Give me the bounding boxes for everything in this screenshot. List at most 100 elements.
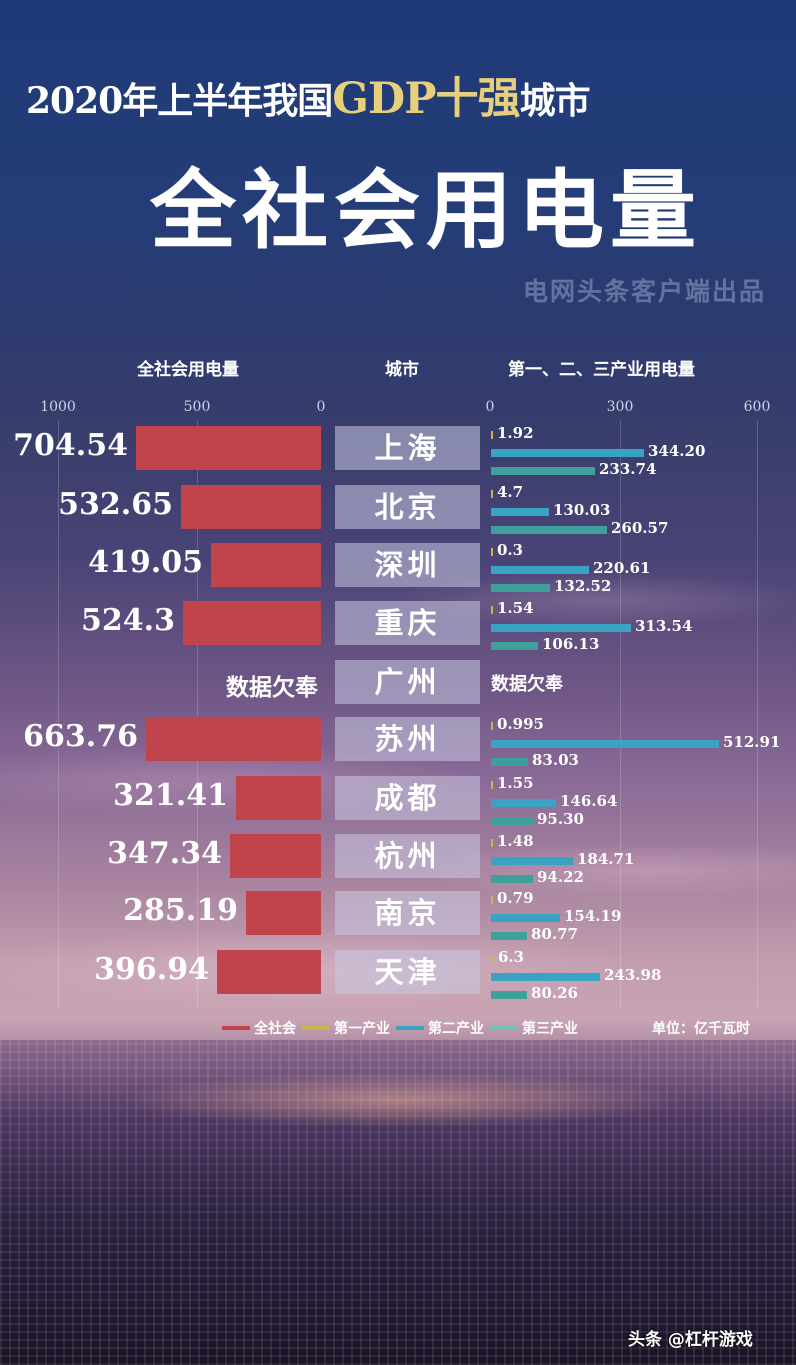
industry-value-label: 0.3 <box>497 541 524 559</box>
left-axis-tick: 1000 <box>40 399 76 415</box>
industry-value-label: 83.03 <box>532 751 579 769</box>
city-label: 上海 <box>335 426 480 470</box>
primary-industry-bar <box>491 606 493 614</box>
primary-industry-bar <box>491 431 493 439</box>
missing-data-label: 数据欠奉 <box>491 674 563 695</box>
chart-row: 321.41 成都 1.55 146.64 95.30 <box>0 774 796 828</box>
chart-row: 532.65 北京 4.7 130.03 260.57 <box>0 483 796 537</box>
chart-row: 285.19 南京 0.79 154.19 80.77 <box>0 889 796 943</box>
total-bar <box>246 891 321 935</box>
primary-industry-bar <box>491 839 493 847</box>
gridline <box>58 420 59 1010</box>
industry-value-label: 233.74 <box>599 460 657 478</box>
primary-industry-bar <box>491 896 493 904</box>
city-label: 重庆 <box>335 601 480 645</box>
source-credit: 电网头条客户端出品 <box>522 277 766 306</box>
industry-value-label: 220.61 <box>593 559 651 577</box>
total-value-label: 347.34 <box>107 836 222 871</box>
column-header-industry: 第一、二、三产业用电量 <box>508 360 695 380</box>
industry-value-label: 1.55 <box>497 774 534 792</box>
title-prefix: 2020年上半年我国 <box>26 80 333 122</box>
gridline <box>197 420 198 1010</box>
unit-label: 单位：亿千瓦时 <box>652 1021 750 1037</box>
chart-row: 数据欠奉 广州 数据欠奉 <box>0 660 796 704</box>
tertiary-industry-bar <box>491 584 550 592</box>
column-header-total: 全社会用电量 <box>137 360 239 380</box>
industry-value-label: 260.57 <box>611 519 669 537</box>
total-value-label: 524.3 <box>81 603 175 638</box>
primary-industry-bar <box>491 722 493 730</box>
legend: 全社会 第一产业 第二产业 第三产业 <box>222 1018 584 1038</box>
tertiary-industry-bar <box>491 467 595 475</box>
industry-value-label: 80.26 <box>531 984 578 1002</box>
primary-industry-bar <box>491 955 494 963</box>
chart-row: 347.34 杭州 1.48 184.71 94.22 <box>0 832 796 886</box>
watermark: 头条 @杠杆游戏 <box>628 1330 753 1350</box>
primary-industry-bar <box>491 548 493 556</box>
total-bar <box>136 426 321 470</box>
tertiary-industry-bar <box>491 642 538 650</box>
page-title: 全社会用电量 <box>150 160 702 261</box>
city-label: 天津 <box>335 950 480 994</box>
industry-value-label: 132.52 <box>554 577 612 595</box>
city-label: 成都 <box>335 776 480 820</box>
tertiary-industry-bar <box>491 817 533 825</box>
tertiary-industry-bar <box>491 758 528 766</box>
chart-row: 419.05 深圳 0.3 220.61 132.52 <box>0 541 796 595</box>
city-label: 北京 <box>335 485 480 529</box>
industry-value-label: 1.92 <box>497 424 534 442</box>
total-value-label: 396.94 <box>94 952 209 987</box>
secondary-industry-bar <box>491 566 589 574</box>
chart-row: 663.76 苏州 0.995 512.91 83.03 <box>0 715 796 769</box>
industry-value-label: 344.20 <box>648 442 706 460</box>
city-label: 杭州 <box>335 834 480 878</box>
tertiary-industry-bar <box>491 932 527 940</box>
industry-value-label: 1.54 <box>497 599 534 617</box>
total-value-label: 321.41 <box>113 778 228 813</box>
secondary-industry-bar <box>491 449 644 457</box>
chart-row: 524.3 重庆 1.54 313.54 106.13 <box>0 599 796 653</box>
city-label: 深圳 <box>335 543 480 587</box>
title-suffix: 城市 <box>519 80 591 122</box>
industry-value-label: 1.48 <box>497 832 534 850</box>
legend-swatch-total <box>222 1026 250 1030</box>
industry-value-label: 4.7 <box>497 483 524 501</box>
secondary-industry-bar <box>491 914 560 922</box>
industry-value-label: 154.19 <box>564 907 622 925</box>
legend-label: 第二产业 <box>428 1021 484 1037</box>
gridline <box>757 420 758 1010</box>
chart-row: 396.94 天津 6.3 243.98 80.26 <box>0 948 796 1002</box>
industry-value-label: 6.3 <box>498 948 525 966</box>
total-value-label: 704.54 <box>13 428 128 463</box>
city-skyline-background <box>0 1040 796 1365</box>
right-axis-tick: 0 <box>485 399 495 415</box>
city-label: 广州 <box>335 660 480 704</box>
legend-swatch-tertiary <box>490 1026 518 1030</box>
tertiary-industry-bar <box>491 526 607 534</box>
primary-industry-bar <box>491 781 493 789</box>
industry-value-label: 95.30 <box>537 810 584 828</box>
industry-value-label: 0.79 <box>497 889 534 907</box>
gridline <box>620 420 621 1010</box>
industry-value-label: 106.13 <box>542 635 600 653</box>
secondary-industry-bar <box>491 857 573 865</box>
secondary-industry-bar <box>491 799 556 807</box>
total-bar <box>146 717 321 761</box>
legend-label: 全社会 <box>254 1021 296 1037</box>
secondary-industry-bar <box>491 624 631 632</box>
total-bar <box>236 776 321 820</box>
industry-value-label: 80.77 <box>531 925 578 943</box>
total-bar <box>230 834 321 878</box>
secondary-industry-bar <box>491 973 600 981</box>
column-header-city: 城市 <box>385 360 419 380</box>
secondary-industry-bar <box>491 508 549 516</box>
total-value-label: 285.19 <box>123 893 238 928</box>
industry-value-label: 94.22 <box>537 868 584 886</box>
legend-swatch-secondary <box>396 1026 424 1030</box>
tertiary-industry-bar <box>491 991 527 999</box>
total-bar <box>211 543 321 587</box>
total-value-label: 419.05 <box>88 545 203 580</box>
industry-value-label: 313.54 <box>635 617 693 635</box>
legend-label: 第三产业 <box>522 1021 578 1037</box>
total-bar <box>217 950 321 994</box>
